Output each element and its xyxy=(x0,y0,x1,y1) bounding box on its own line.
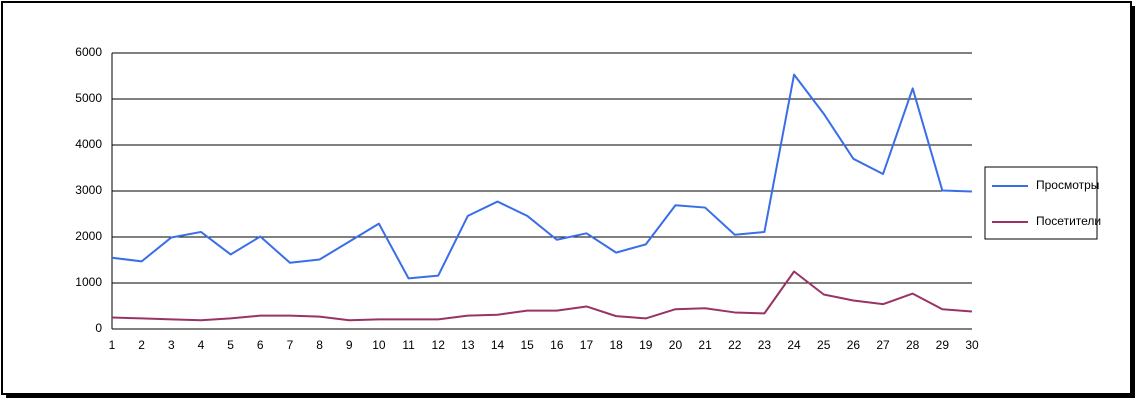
x-tick-label: 5 xyxy=(227,338,234,352)
x-tick-label: 16 xyxy=(550,338,564,352)
y-tick-label: 4000 xyxy=(75,137,102,151)
y-tick-label: 2000 xyxy=(75,229,102,243)
x-tick-label: 6 xyxy=(257,338,264,352)
x-tick-label: 26 xyxy=(847,338,861,352)
legend-box xyxy=(984,166,1098,240)
x-tick-label: 9 xyxy=(346,338,353,352)
y-tick-label: 0 xyxy=(95,321,102,335)
y-tick-label: 1000 xyxy=(75,275,102,289)
legend-label: Посетители xyxy=(1036,214,1101,228)
x-tick-label: 19 xyxy=(639,338,653,352)
x-tick-label: 24 xyxy=(787,338,801,352)
x-tick-label: 27 xyxy=(876,338,890,352)
y-tick-label: 3000 xyxy=(75,183,102,197)
x-tick-label: 14 xyxy=(491,338,505,352)
x-tick-label: 28 xyxy=(906,338,920,352)
legend-label: Просмотры xyxy=(1036,178,1099,192)
frame xyxy=(1,1,1132,395)
x-tick-label: 30 xyxy=(965,338,979,352)
x-tick-label: 22 xyxy=(728,338,742,352)
x-tick-label: 1 xyxy=(109,338,116,352)
x-tick-label: 18 xyxy=(609,338,623,352)
x-tick-label: 21 xyxy=(698,338,712,352)
x-tick-label: 2 xyxy=(138,338,145,352)
y-tick-label: 6000 xyxy=(75,45,102,59)
x-tick-label: 4 xyxy=(198,338,205,352)
x-tick-label: 8 xyxy=(316,338,323,352)
x-tick-label: 20 xyxy=(669,338,683,352)
x-tick-label: 29 xyxy=(936,338,950,352)
x-tick-label: 15 xyxy=(520,338,534,352)
x-tick-label: 11 xyxy=(402,338,415,352)
series-line xyxy=(111,270,973,322)
x-tick-label: 3 xyxy=(168,338,175,352)
x-tick-label: 10 xyxy=(372,338,386,352)
x-tick-label: 23 xyxy=(758,338,772,352)
x-tick-label: 17 xyxy=(580,338,594,352)
x-tick-label: 7 xyxy=(287,338,294,352)
x-tick-label: 12 xyxy=(432,338,446,352)
series-line xyxy=(111,73,973,280)
x-tick-label: 25 xyxy=(817,338,831,352)
y-tick-label: 5000 xyxy=(75,91,102,105)
x-tick-label: 13 xyxy=(461,338,475,352)
